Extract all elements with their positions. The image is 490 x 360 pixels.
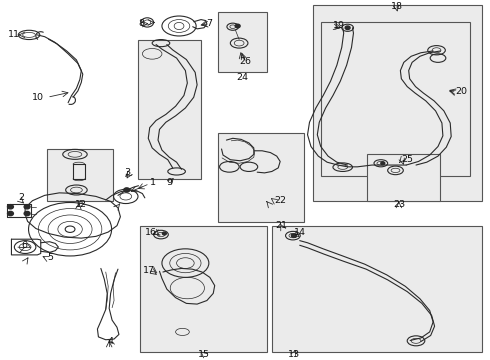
Text: 17: 17 xyxy=(143,266,155,275)
Text: 6: 6 xyxy=(22,241,27,250)
Circle shape xyxy=(24,204,30,209)
Bar xyxy=(218,133,304,222)
Circle shape xyxy=(345,26,350,30)
Text: 21: 21 xyxy=(276,221,288,230)
Text: 15: 15 xyxy=(197,350,209,359)
Circle shape xyxy=(162,232,166,235)
Circle shape xyxy=(235,24,240,28)
Text: 5: 5 xyxy=(47,253,53,262)
Text: 2: 2 xyxy=(18,193,24,202)
Text: 14: 14 xyxy=(294,228,306,237)
Text: 3: 3 xyxy=(124,168,130,177)
Bar xyxy=(47,149,113,201)
Bar xyxy=(138,40,201,179)
Circle shape xyxy=(381,162,385,165)
Text: 8: 8 xyxy=(139,19,145,28)
Text: 1: 1 xyxy=(150,178,156,187)
Bar xyxy=(140,226,267,352)
Text: 25: 25 xyxy=(401,155,414,164)
Text: 7: 7 xyxy=(206,19,212,28)
Text: 16: 16 xyxy=(145,228,157,237)
Circle shape xyxy=(24,211,30,216)
Bar xyxy=(314,5,482,201)
Text: 26: 26 xyxy=(239,57,251,66)
Text: 4: 4 xyxy=(108,337,114,346)
Text: 11: 11 xyxy=(8,30,20,39)
Text: 20: 20 xyxy=(455,87,467,96)
Text: 9: 9 xyxy=(166,178,172,187)
Text: 13: 13 xyxy=(288,350,300,359)
Circle shape xyxy=(7,204,13,209)
Text: 24: 24 xyxy=(237,73,248,82)
Text: 22: 22 xyxy=(274,196,286,205)
Circle shape xyxy=(124,188,130,192)
Text: 23: 23 xyxy=(393,201,405,210)
Text: 19: 19 xyxy=(333,22,345,31)
Text: 18: 18 xyxy=(391,2,402,11)
Text: 10: 10 xyxy=(32,93,44,102)
Bar xyxy=(272,226,482,352)
Bar xyxy=(218,12,267,72)
Bar xyxy=(367,154,441,201)
Text: 12: 12 xyxy=(75,200,87,209)
Circle shape xyxy=(292,234,296,238)
Bar xyxy=(321,22,470,176)
Circle shape xyxy=(7,211,13,216)
